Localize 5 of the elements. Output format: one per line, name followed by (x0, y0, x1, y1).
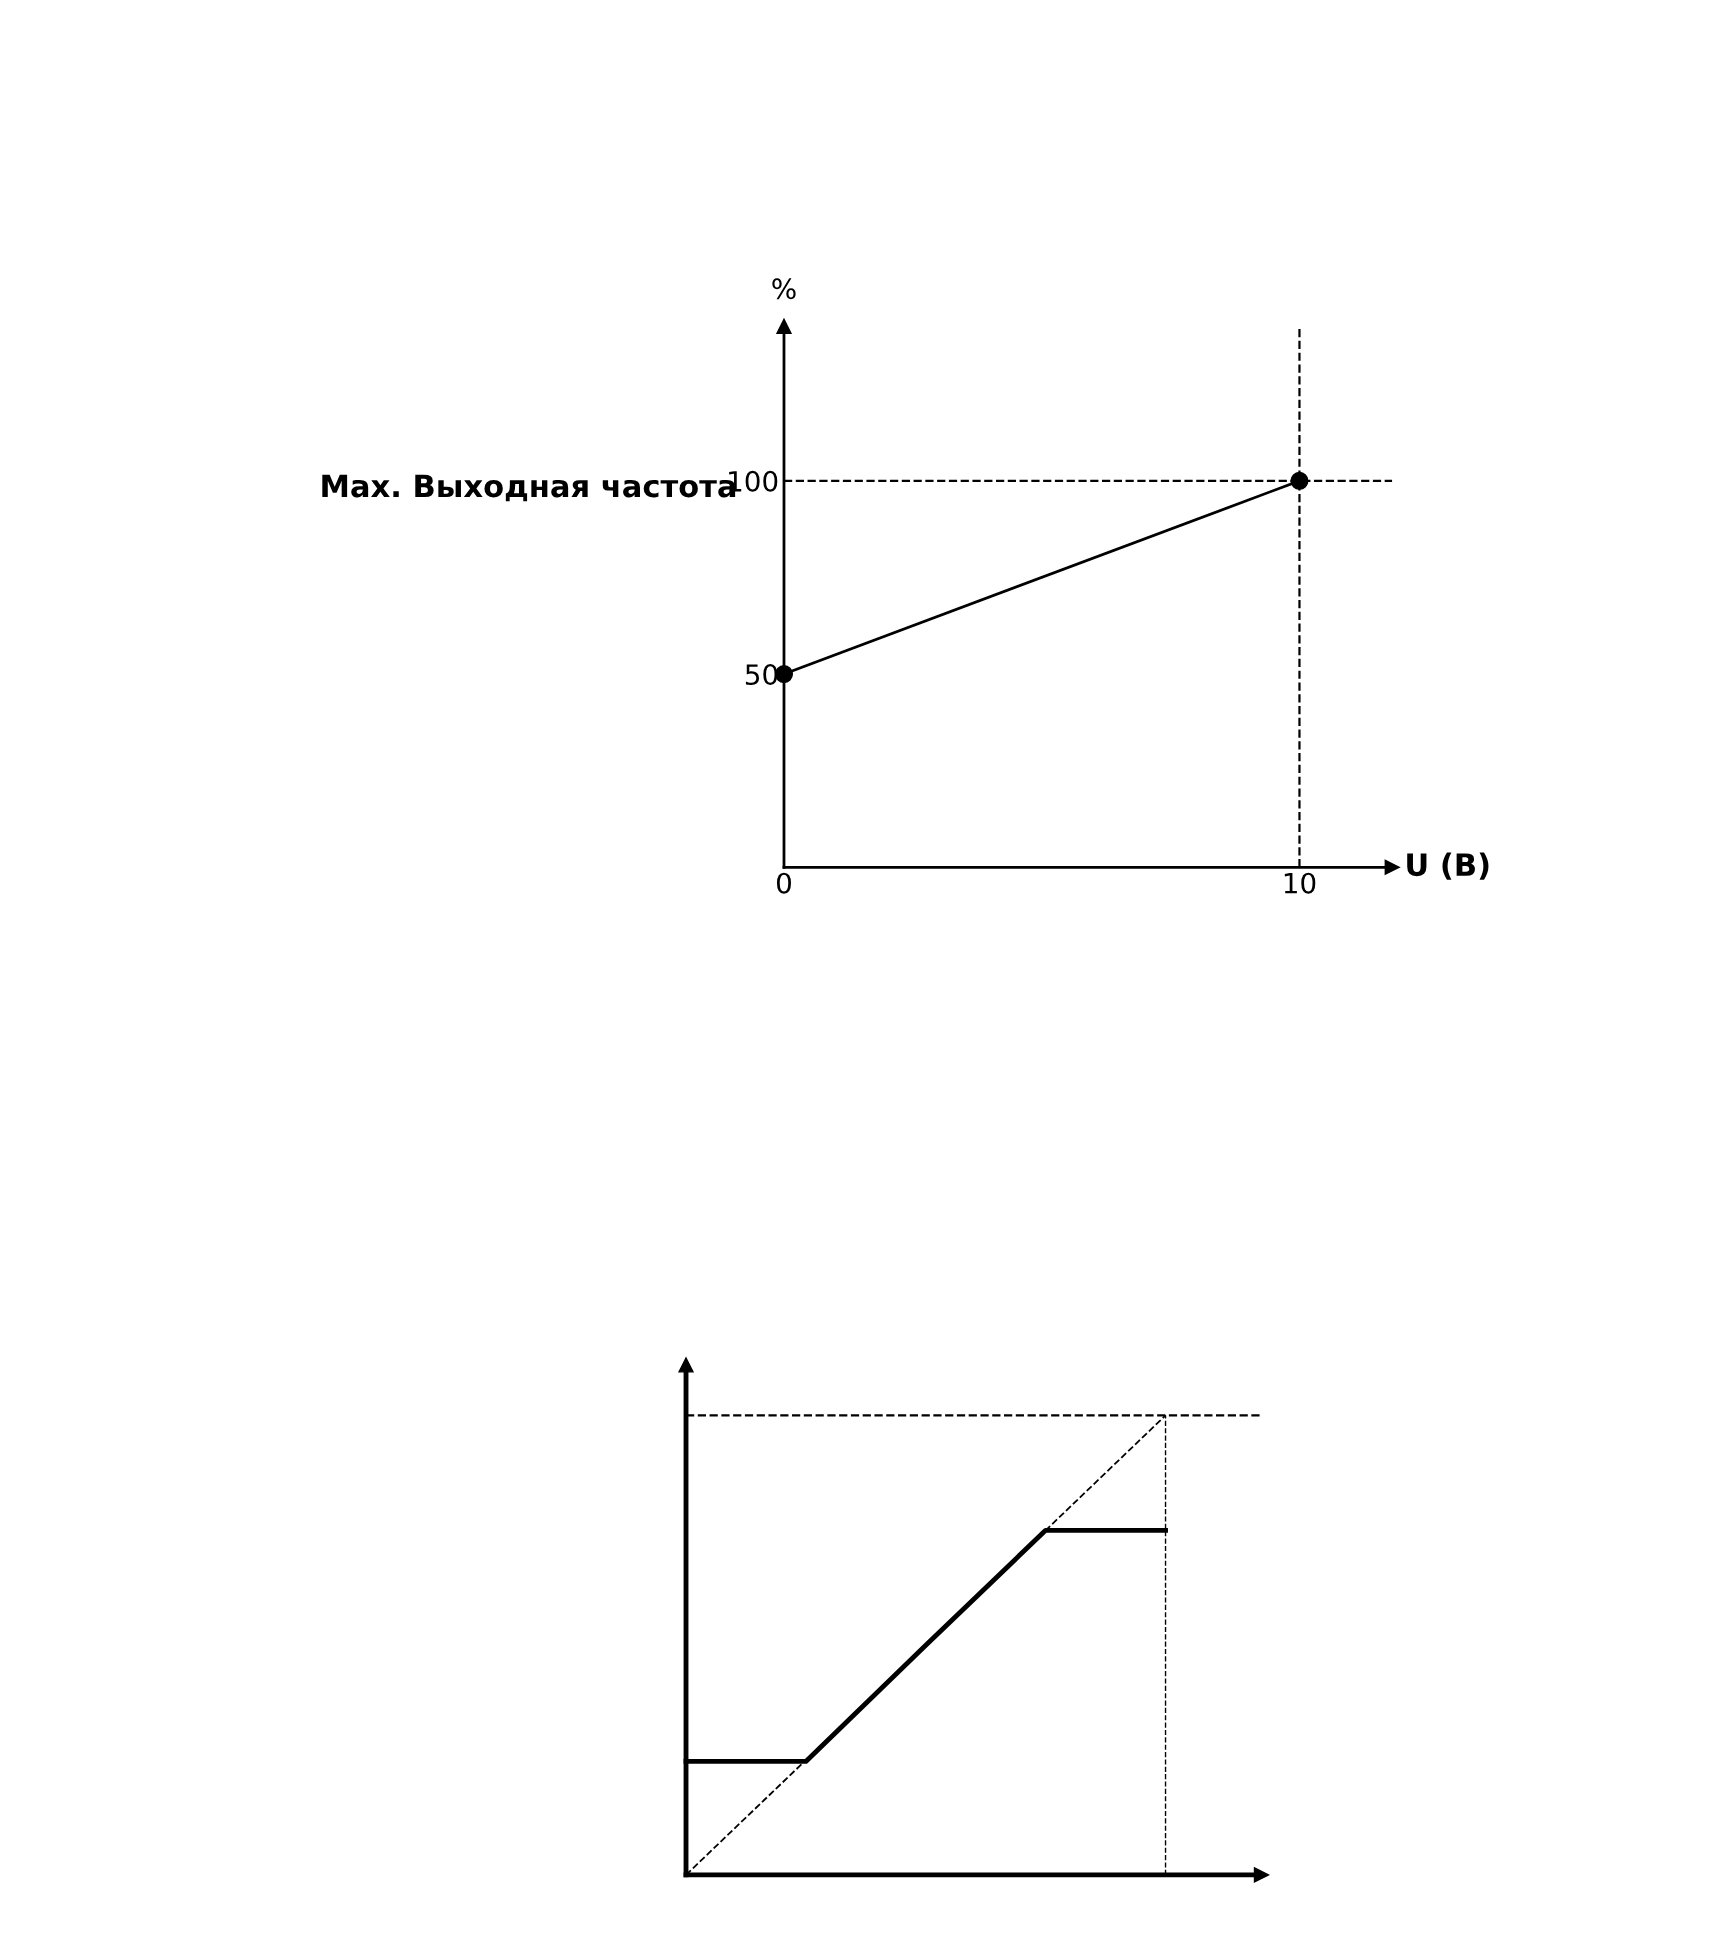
x-tick-label: 10 (1284, 872, 1316, 894)
y-axis-title: % (772, 278, 796, 300)
x-axis-title: U (В) (1407, 852, 1489, 880)
y-tick-label: 50 (745, 664, 778, 686)
x-tick-label: 0 (776, 872, 791, 894)
